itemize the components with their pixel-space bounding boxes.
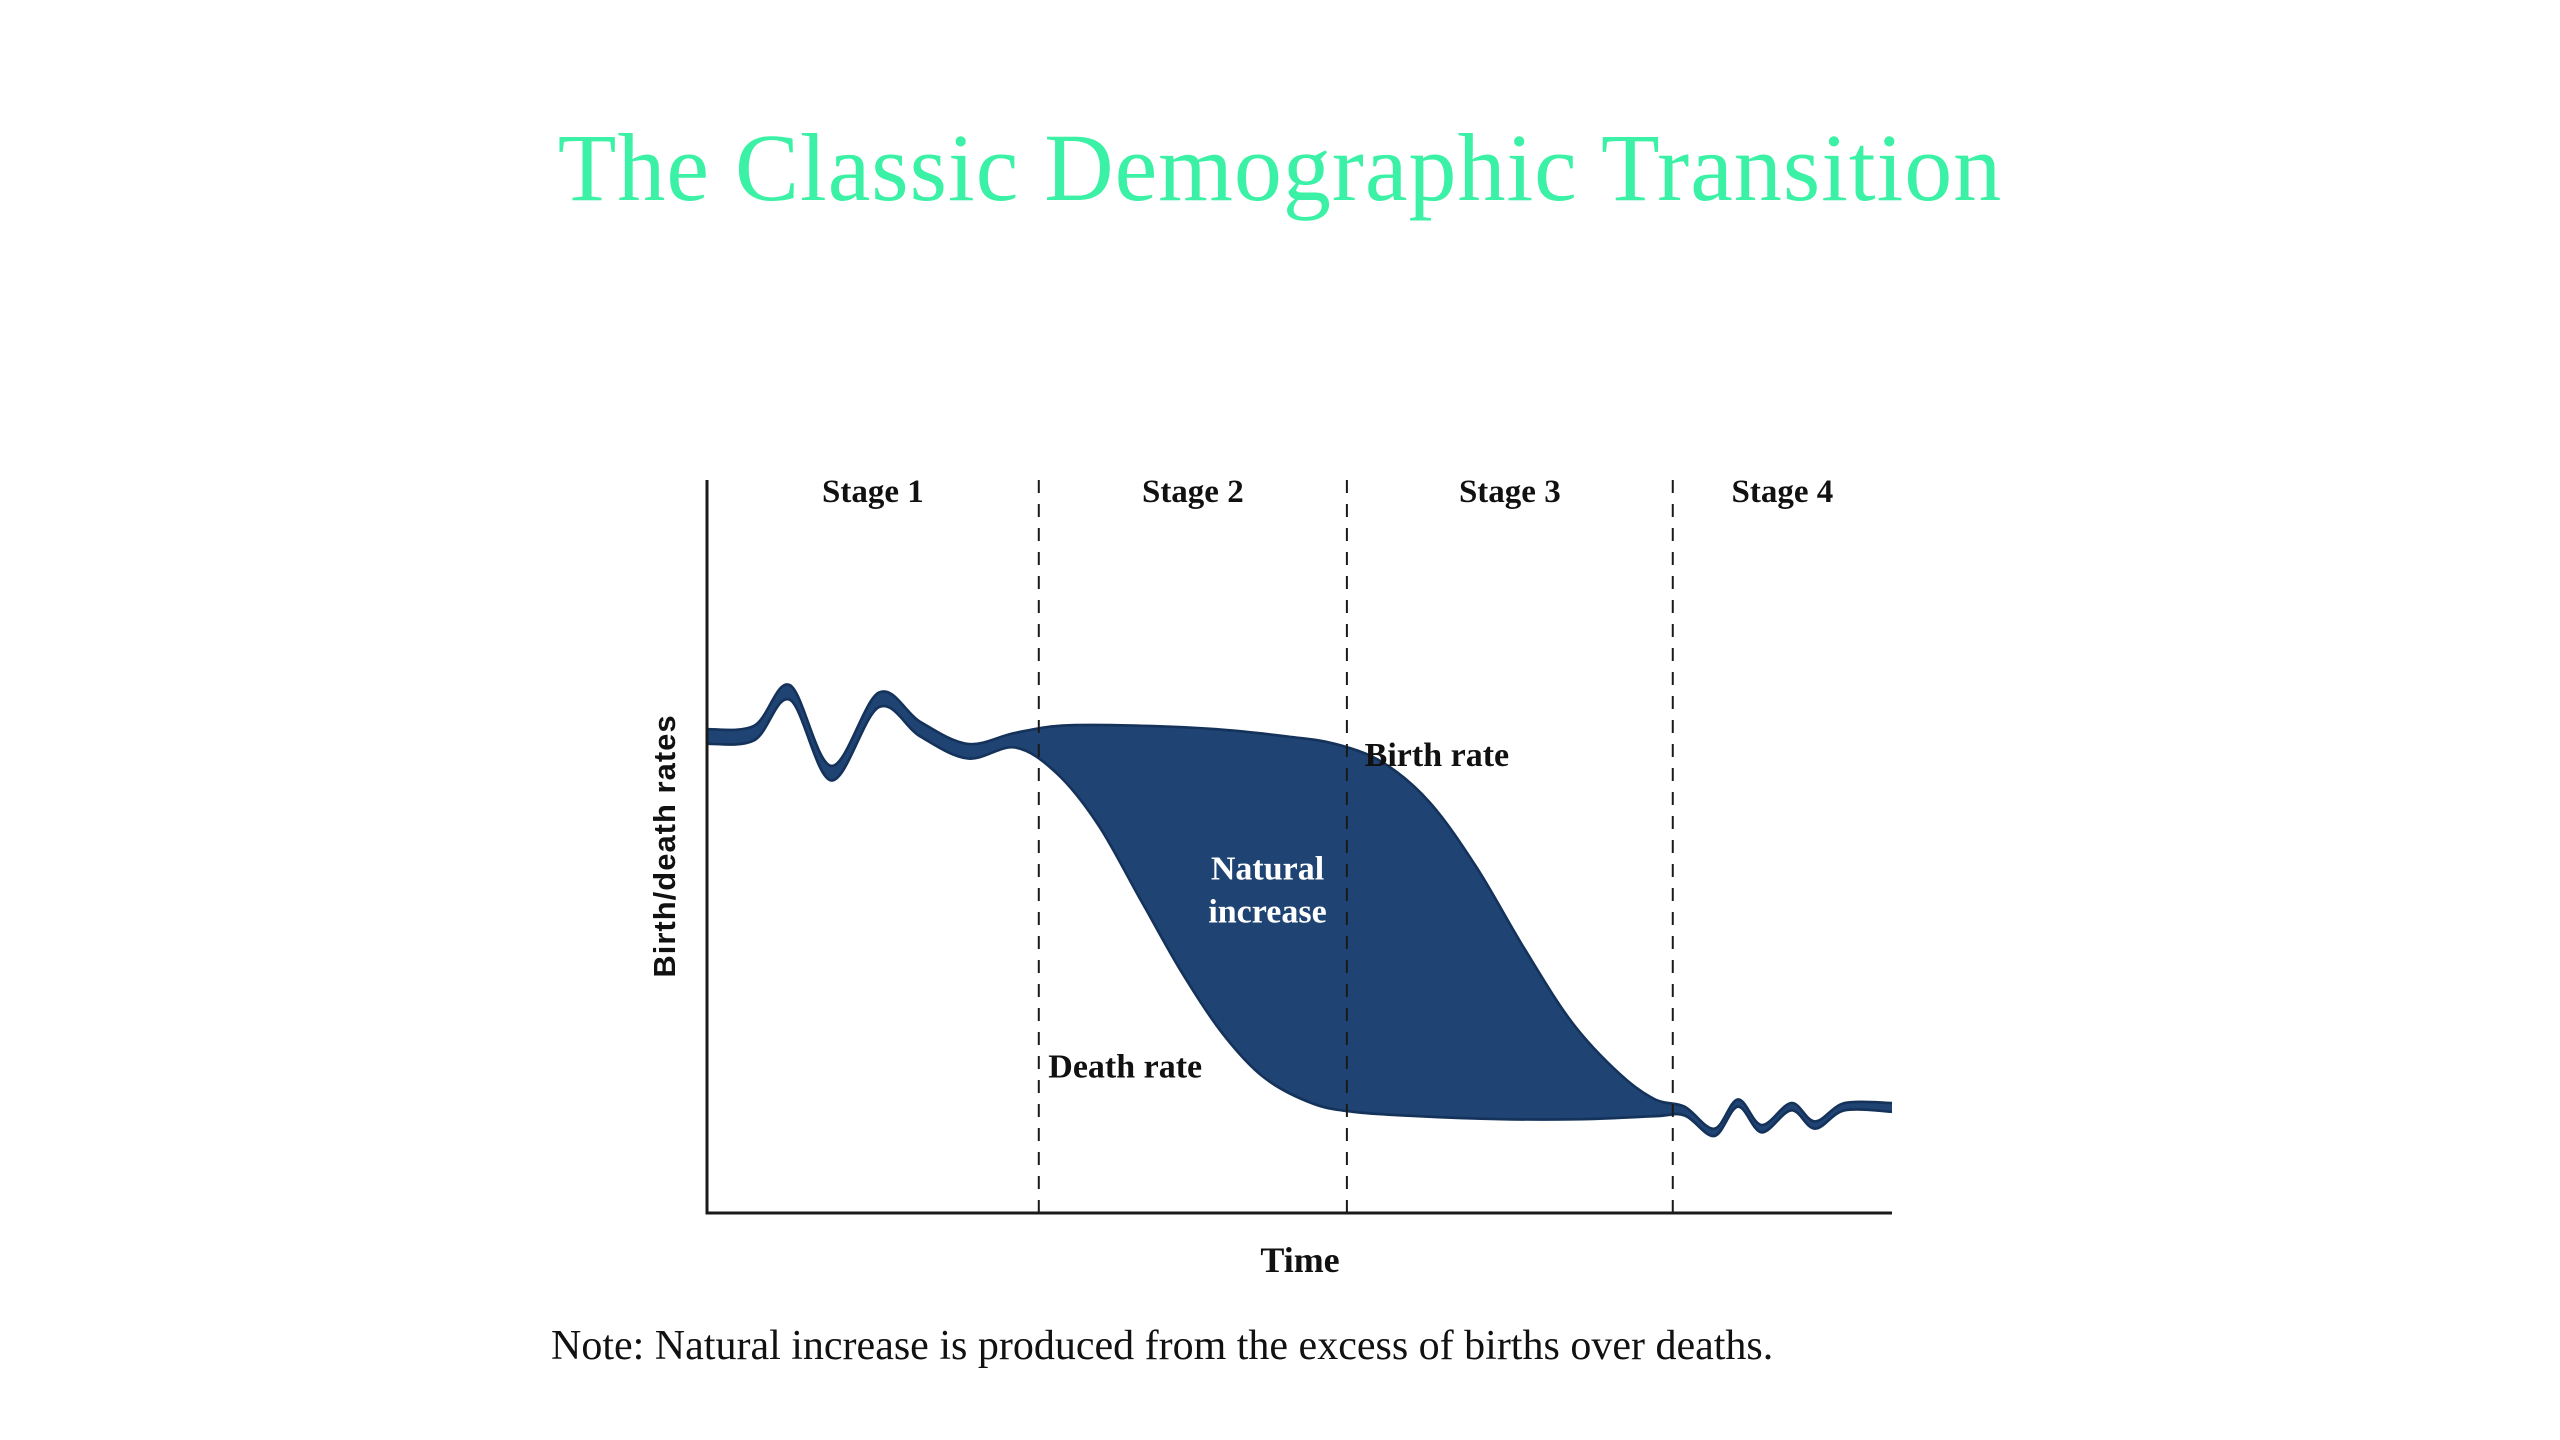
birth-rate-label: Birth rate — [1365, 737, 1509, 774]
page-title: The Classic Demographic Transition — [557, 114, 2003, 221]
stage-label: Stage 1 — [822, 474, 924, 510]
stage-label: Stage 2 — [1142, 474, 1244, 510]
note-text: Note: Natural increase is produced from … — [551, 1323, 1774, 1369]
x-axis-label: Time — [1260, 1240, 1339, 1280]
y-axis-label: Birth/death rates — [647, 714, 682, 977]
natural-increase-area — [707, 684, 1892, 1137]
birth-rate-curve — [706, 683, 1893, 1130]
stage-label: Stage 3 — [1459, 474, 1561, 510]
death-rate-curve — [706, 697, 1893, 1138]
chart-plot-area: Stage 1 Stage 2 Stage 3 Stage 4 Birth rate De… — [706, 474, 1893, 1213]
stage-label: Stage 4 — [1732, 474, 1834, 510]
death-rate-label: Death rate — [1048, 1048, 1202, 1085]
axes — [705, 480, 1892, 1215]
natural-increase-label: Natural increase — [1208, 850, 1326, 930]
